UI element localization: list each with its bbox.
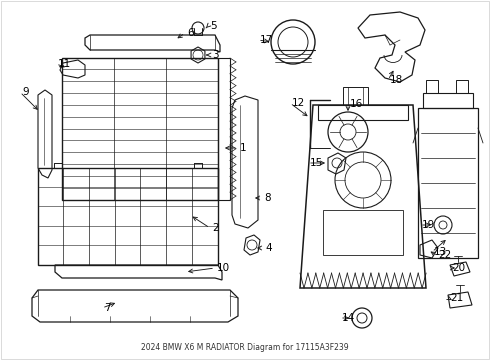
Text: 16: 16 — [350, 99, 363, 109]
Text: 9: 9 — [22, 87, 28, 97]
Text: 1: 1 — [240, 143, 246, 153]
Text: 17: 17 — [260, 35, 273, 45]
Text: 5: 5 — [210, 21, 217, 31]
Bar — [323, 210, 403, 255]
Text: 18: 18 — [390, 75, 403, 85]
Bar — [38, 168, 218, 265]
Bar — [426, 80, 438, 93]
Bar — [418, 108, 478, 258]
Text: 14: 14 — [342, 313, 355, 323]
Text: 10: 10 — [217, 263, 230, 273]
Text: 13: 13 — [434, 247, 447, 257]
Bar — [343, 87, 368, 105]
Text: 19: 19 — [422, 220, 435, 230]
Bar — [318, 105, 408, 120]
Text: 21: 21 — [450, 293, 463, 303]
Text: 3: 3 — [212, 50, 219, 60]
Text: 20: 20 — [452, 263, 465, 273]
Text: 8: 8 — [264, 193, 270, 203]
Text: 6: 6 — [187, 28, 194, 38]
Text: 15: 15 — [310, 158, 323, 168]
Text: 2: 2 — [212, 223, 219, 233]
Text: 11: 11 — [58, 59, 71, 69]
Bar — [423, 93, 473, 108]
Text: 4: 4 — [265, 243, 271, 253]
Bar — [218, 58, 230, 200]
Text: 12: 12 — [292, 98, 305, 108]
Text: 7: 7 — [104, 303, 111, 313]
Text: 2024 BMW X6 M RADIATOR Diagram for 17115A3F239: 2024 BMW X6 M RADIATOR Diagram for 17115… — [141, 343, 349, 352]
Bar — [456, 80, 468, 93]
Text: 22: 22 — [438, 250, 451, 260]
Bar — [62, 58, 218, 200]
